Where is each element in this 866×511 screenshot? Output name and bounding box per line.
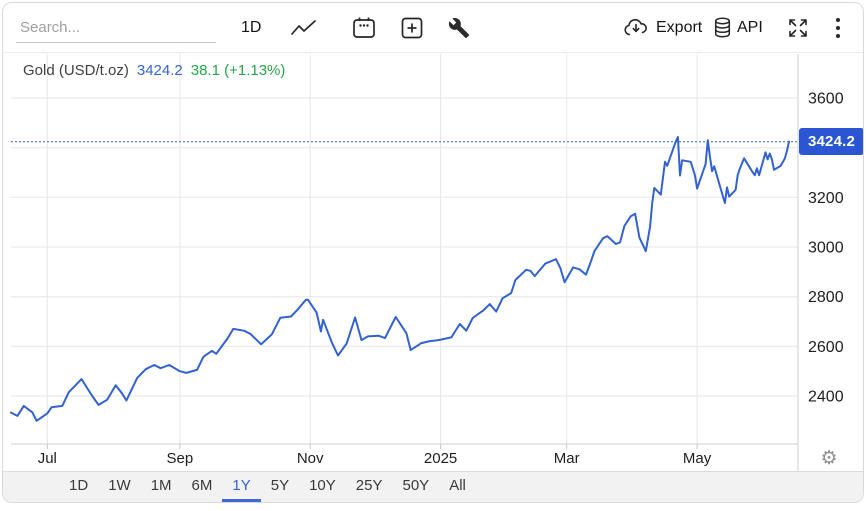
range-button-5y[interactable]: 5Y (270, 477, 290, 494)
plus-square-icon (401, 17, 423, 39)
x-axis-label: Jul (38, 450, 57, 467)
x-axis-label: Nov (297, 450, 324, 467)
fullscreen-button[interactable] (787, 3, 809, 52)
range-button-1d[interactable]: 1D (69, 477, 89, 494)
kebab-menu-icon (836, 17, 840, 22)
y-axis-label: 2800 (808, 289, 844, 306)
interval-selector[interactable]: 1D (241, 18, 262, 36)
database-icon (714, 17, 731, 38)
more-menu-button[interactable] (831, 3, 845, 52)
last-price: 3424.2 (136, 62, 183, 79)
x-axis-label: Sep (167, 450, 194, 467)
x-axis-label: Mar (554, 450, 580, 467)
chart-canvas[interactable]: Jul Sep Nov 2025 Mar May 3600 3200 3000 2800 2600 2… (3, 54, 864, 474)
cloud-download-icon (623, 18, 649, 37)
range-button-6m[interactable]: 6M (191, 477, 213, 494)
chart-legend: Gold (USD/t.oz) 3424.2 38.1 (+1.13%) (23, 62, 285, 79)
expand-icon (787, 17, 809, 39)
search-input[interactable] (16, 12, 216, 43)
range-button-10y[interactable]: 10Y (309, 477, 336, 494)
price-change: 38.1 (+1.13%) (190, 62, 286, 79)
export-label: Export (656, 18, 703, 36)
range-button-1m[interactable]: 1M (150, 477, 172, 494)
add-indicator-button[interactable] (401, 3, 423, 52)
wrench-icon (448, 17, 470, 39)
api-label: API (737, 18, 763, 36)
chart-widget: 1D (2, 2, 864, 503)
export-button[interactable]: Export (623, 3, 702, 52)
price-series-line (10, 136, 790, 422)
current-price-label: 3424.2 (799, 128, 863, 155)
range-selector-bar: 1D 1W 1M 6M 1Y 5Y 10Y 25Y 50Y All (3, 471, 863, 502)
tools-button[interactable] (448, 3, 470, 52)
range-button-1w[interactable]: 1W (108, 477, 131, 494)
y-axis-label: 2400 (808, 389, 844, 406)
range-button-1y[interactable]: 1Y (222, 472, 261, 502)
range-button-25y[interactable]: 25Y (355, 477, 383, 494)
x-axis-label: 2025 (424, 450, 457, 467)
symbol-name: Gold (USD/t.oz) (23, 62, 129, 79)
chart-type-button[interactable] (291, 3, 317, 52)
y-axis-label: 3000 (808, 240, 844, 257)
calendar-icon (352, 16, 376, 40)
y-axis-label: 3600 (808, 91, 844, 108)
date-range-button[interactable] (352, 3, 376, 52)
y-axis-label: 3200 (808, 190, 844, 207)
range-button-50y[interactable]: 50Y (402, 477, 430, 494)
line-chart-icon (291, 18, 317, 38)
toolbar: 1D (3, 3, 863, 53)
y-axis-label: 2600 (808, 339, 844, 356)
api-button[interactable]: API (714, 3, 763, 52)
gear-icon[interactable]: ⚙ (820, 447, 838, 469)
range-button-all[interactable]: All (449, 477, 466, 494)
x-axis-label: May (683, 450, 712, 467)
